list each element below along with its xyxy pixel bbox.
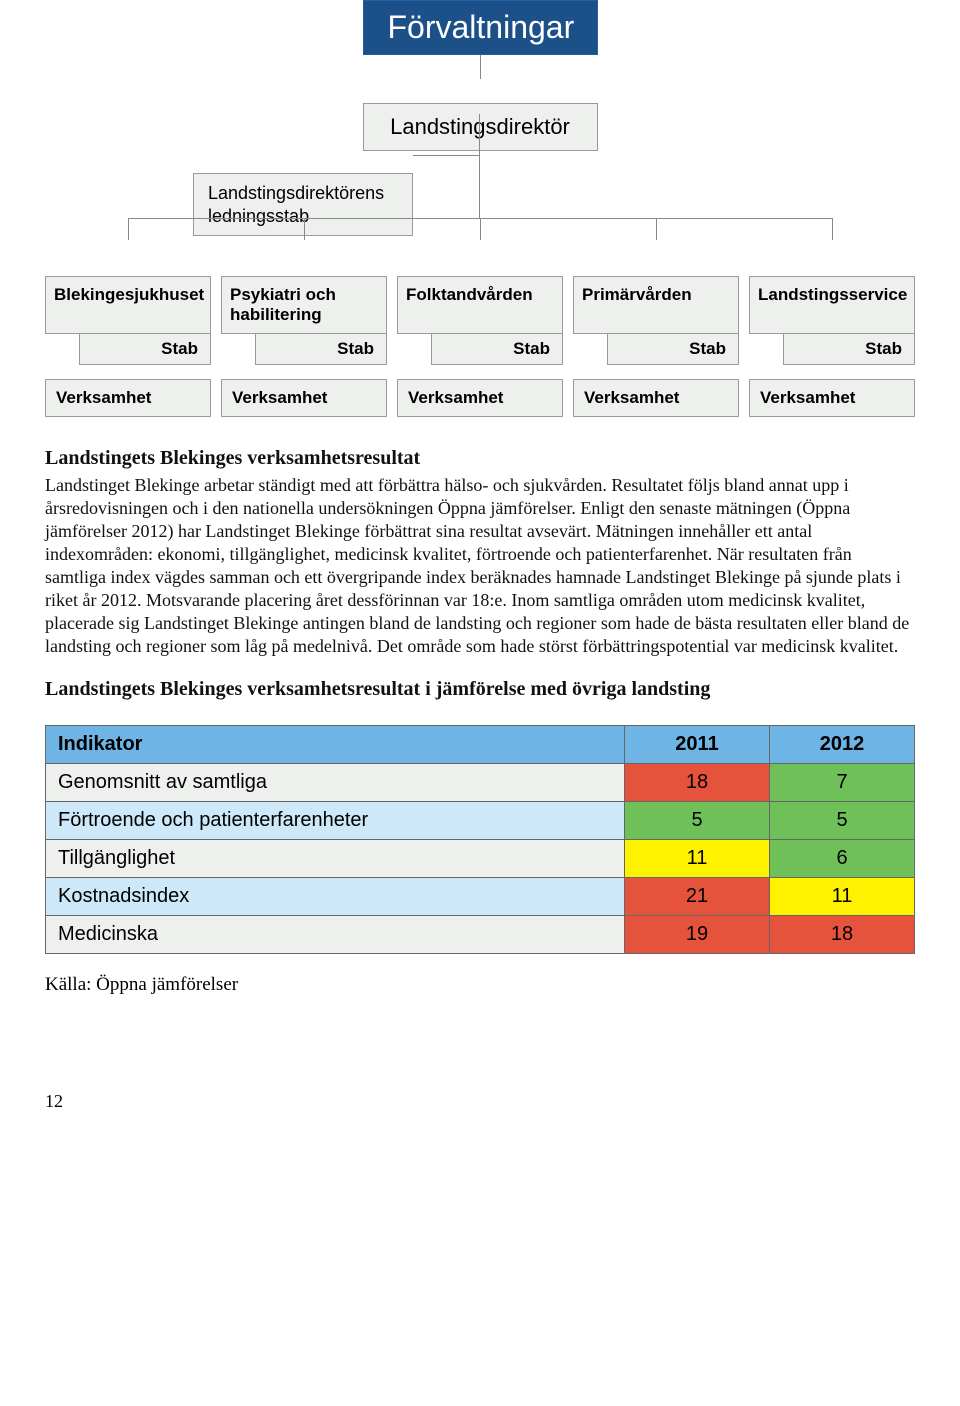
source-line: Källa: Öppna jämförelser — [45, 974, 915, 996]
value-2011: 18 — [625, 764, 770, 802]
staff-line1: Landstingsdirektörens — [208, 183, 384, 203]
department: BlekingesjukhusetStab Verksamhet — [45, 276, 211, 417]
table-row: Kostnadsindex2111 — [46, 878, 915, 916]
department: FolktandvårdenStab Verksamhet — [397, 276, 563, 417]
org-title: Förvaltningar — [363, 0, 598, 55]
org-director: Landstingsdirektör — [363, 103, 598, 151]
value-2012: 6 — [770, 840, 915, 878]
department-stab: Stab — [607, 333, 739, 365]
table-header-year: 2012 — [770, 726, 915, 764]
staff-line2: ledningsstab — [208, 206, 309, 226]
comparison-table: Indikator20112012 Genomsnitt av samtliga… — [45, 725, 915, 954]
department-name: Folktandvården — [397, 276, 563, 334]
department: Psykiatri och habiliteringStab Verksamhet — [221, 276, 387, 417]
connector — [832, 218, 833, 240]
connector — [304, 218, 305, 240]
department-name: Landstingsservice — [749, 276, 915, 334]
table-header-indicator: Indikator — [46, 726, 625, 764]
indicator-label: Medicinska — [46, 916, 625, 954]
connector — [413, 155, 480, 156]
value-2011: 19 — [625, 916, 770, 954]
value-2011: 11 — [625, 840, 770, 878]
department-stab: Stab — [255, 333, 387, 365]
connector — [480, 218, 481, 240]
document-body: Landstingets Blekinges verksamhetsresult… — [45, 447, 915, 701]
value-2011: 5 — [625, 802, 770, 840]
value-2012: 7 — [770, 764, 915, 802]
table-body: Genomsnitt av samtliga187Förtroende och … — [46, 764, 915, 954]
table-row: Förtroende och patienterfarenheter55 — [46, 802, 915, 840]
department-name: Blekingesjukhuset — [45, 276, 211, 334]
departments-row: BlekingesjukhusetStabVerksamhetPsykiatri… — [45, 276, 915, 417]
connector — [480, 55, 481, 79]
department-verksamhet: Verksamhet — [397, 379, 563, 417]
department-name: Primärvården — [573, 276, 739, 334]
department-verksamhet: Verksamhet — [749, 379, 915, 417]
table-header-row: Indikator20112012 — [46, 726, 915, 764]
table-header-year: 2011 — [625, 726, 770, 764]
page-number: 12 — [45, 1091, 915, 1112]
paragraph-1: Landstinget Blekinge arbetar ständigt me… — [45, 474, 915, 658]
connector — [128, 218, 129, 240]
indicator-label: Kostnadsindex — [46, 878, 625, 916]
department: PrimärvårdenStab Verksamhet — [573, 276, 739, 417]
value-2011: 21 — [625, 878, 770, 916]
indicator-label: Genomsnitt av samtliga — [46, 764, 625, 802]
table-row: Genomsnitt av samtliga187 — [46, 764, 915, 802]
org-chart: Förvaltningar Landstingsdirektör Landsti… — [45, 0, 915, 417]
indicator-label: Tillgänglighet — [46, 840, 625, 878]
value-2012: 5 — [770, 802, 915, 840]
heading-1: Landstingets Blekinges verksamhetsresult… — [45, 447, 915, 470]
heading-2: Landstingets Blekinges verksamhetsresult… — [45, 678, 915, 701]
department-stab: Stab — [79, 333, 211, 365]
department: LandstingsserviceStab Verksamhet — [749, 276, 915, 417]
indicator-label: Förtroende och patienterfarenheter — [46, 802, 625, 840]
value-2012: 18 — [770, 916, 915, 954]
department-stab: Stab — [431, 333, 563, 365]
table-row: Tillgänglighet116 — [46, 840, 915, 878]
connector — [479, 114, 480, 218]
department-verksamhet: Verksamhet — [573, 379, 739, 417]
department-verksamhet: Verksamhet — [45, 379, 211, 417]
department-stab: Stab — [783, 333, 915, 365]
org-director-staff: Landstingsdirektörens ledningsstab — [193, 173, 413, 236]
connector — [656, 218, 657, 240]
department-name: Psykiatri och habilitering — [221, 276, 387, 334]
table-row: Medicinska1918 — [46, 916, 915, 954]
value-2012: 11 — [770, 878, 915, 916]
department-verksamhet: Verksamhet — [221, 379, 387, 417]
